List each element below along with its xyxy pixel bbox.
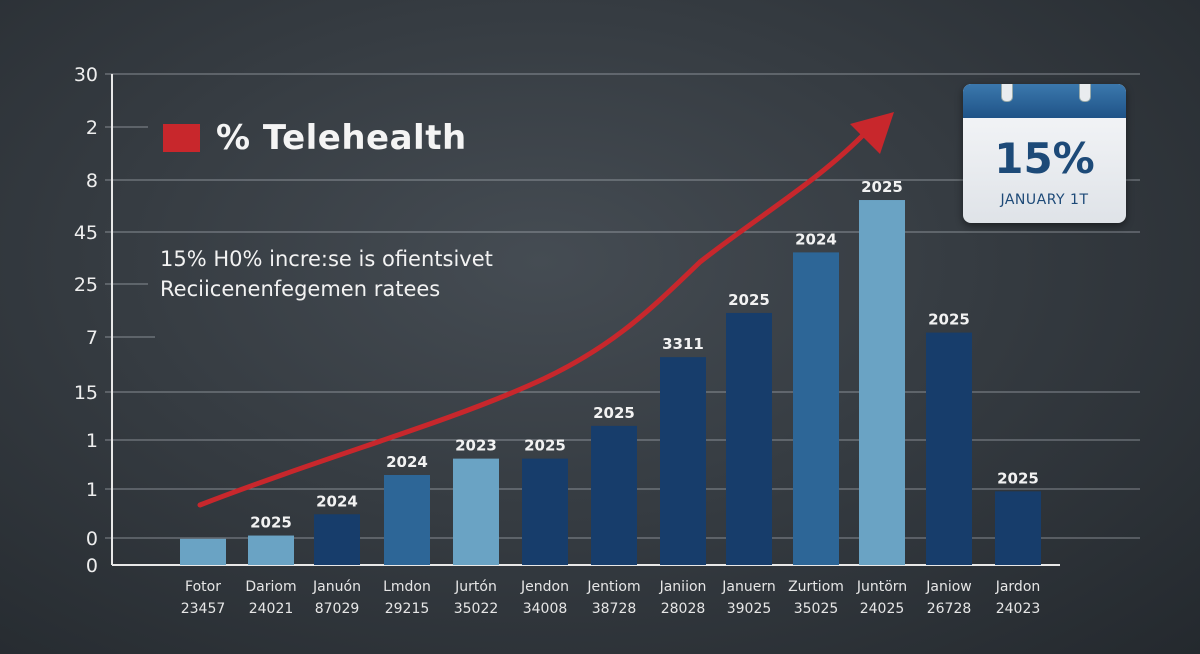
y-tick-label: 2 — [86, 117, 98, 139]
y-tick-label: 0 — [86, 555, 98, 577]
data-label: 2025 — [861, 178, 903, 196]
x-tick-code: 39025 — [727, 601, 772, 617]
calendar-ring — [1001, 84, 1013, 102]
x-tick-label: Jardon — [995, 579, 1041, 595]
x-tick-code: 26728 — [927, 601, 972, 617]
y-tick-label: 0 — [86, 528, 98, 550]
bar — [248, 535, 294, 565]
bar — [453, 458, 499, 565]
calendar-ring — [1079, 84, 1091, 102]
x-tick-label: Juntörn — [856, 579, 907, 595]
bar — [859, 200, 905, 566]
x-tick-label: Januón — [312, 579, 361, 595]
x-tick-code: 23457 — [181, 601, 226, 617]
legend-swatch — [163, 124, 200, 152]
trend-arrow-head — [850, 112, 894, 154]
y-tick-label: 30 — [74, 64, 98, 86]
data-label: 2024 — [795, 230, 837, 248]
data-label: 2025 — [728, 291, 770, 309]
annotation-line-2: Reciicenenfegemen ratees — [160, 277, 441, 301]
data-label: 2025 — [928, 311, 970, 329]
x-tick-code: 28028 — [661, 601, 706, 617]
x-tick-label: Janiow — [925, 579, 972, 595]
y-tick-label: 25 — [74, 274, 98, 296]
data-label: 2023 — [455, 437, 497, 455]
x-tick-code: 35025 — [794, 601, 839, 617]
x-tick-label: Jendon — [520, 579, 569, 595]
bar — [926, 332, 972, 565]
y-tick-label: 15 — [74, 382, 98, 404]
y-tick-label: 45 — [74, 222, 98, 244]
data-label: 2025 — [250, 514, 292, 532]
x-tick-code: 29215 — [385, 601, 430, 617]
x-tick-label: Jentiom — [586, 579, 640, 595]
bar — [314, 514, 360, 565]
x-tick-label: Dariom — [245, 579, 296, 595]
y-tick-label: 7 — [86, 327, 98, 349]
bar — [591, 425, 637, 565]
x-tick-code: 24021 — [249, 601, 294, 617]
data-label: 2025 — [524, 437, 566, 455]
data-label: 2025 — [997, 469, 1039, 487]
x-tick-label: Januern — [721, 579, 775, 595]
calendar-value: 15% — [994, 134, 1095, 183]
bar — [793, 252, 839, 565]
bar — [660, 357, 706, 565]
calendar-header — [963, 84, 1126, 118]
y-tick-label: 1 — [86, 430, 98, 452]
x-tick-label: Zurtiom — [788, 579, 844, 595]
x-tick-label: Janiion — [659, 579, 707, 595]
data-label: 2024 — [386, 453, 428, 471]
x-tick-code: 24025 — [860, 601, 905, 617]
x-tick-code: 38728 — [592, 601, 637, 617]
bar — [180, 538, 226, 565]
bar — [384, 474, 430, 565]
legend: % Telehealth — [163, 118, 467, 158]
x-tick-code: 87029 — [315, 601, 360, 617]
x-tick-code: 24023 — [996, 601, 1041, 617]
x-tick-label: Lmdon — [383, 579, 431, 595]
bar — [522, 458, 568, 565]
x-tick-code: 34008 — [523, 601, 568, 617]
calendar-date: JANUARY 1T — [1000, 192, 1089, 208]
x-tick-code: 35022 — [454, 601, 499, 617]
bar — [995, 491, 1041, 565]
bar — [726, 312, 772, 565]
data-label: 3311 — [662, 335, 704, 353]
calendar-icon: 15% JANUARY 1T — [963, 84, 1126, 223]
x-tick-label: Jurtón — [454, 579, 497, 595]
x-tick-label: Fotor — [185, 579, 221, 595]
trend-arrow-line — [197, 127, 871, 508]
data-label: 2025 — [593, 404, 635, 422]
legend-label: % Telehealth — [216, 118, 467, 158]
annotation-line-1: 15% H0% incre:se is ofientsivet — [160, 247, 493, 271]
data-label: 2024 — [316, 492, 358, 510]
y-tick-label: 1 — [86, 479, 98, 501]
y-tick-label: 8 — [86, 170, 98, 192]
annotation: 15% H0% incre:se is ofientsivet Reciicen… — [160, 244, 493, 304]
